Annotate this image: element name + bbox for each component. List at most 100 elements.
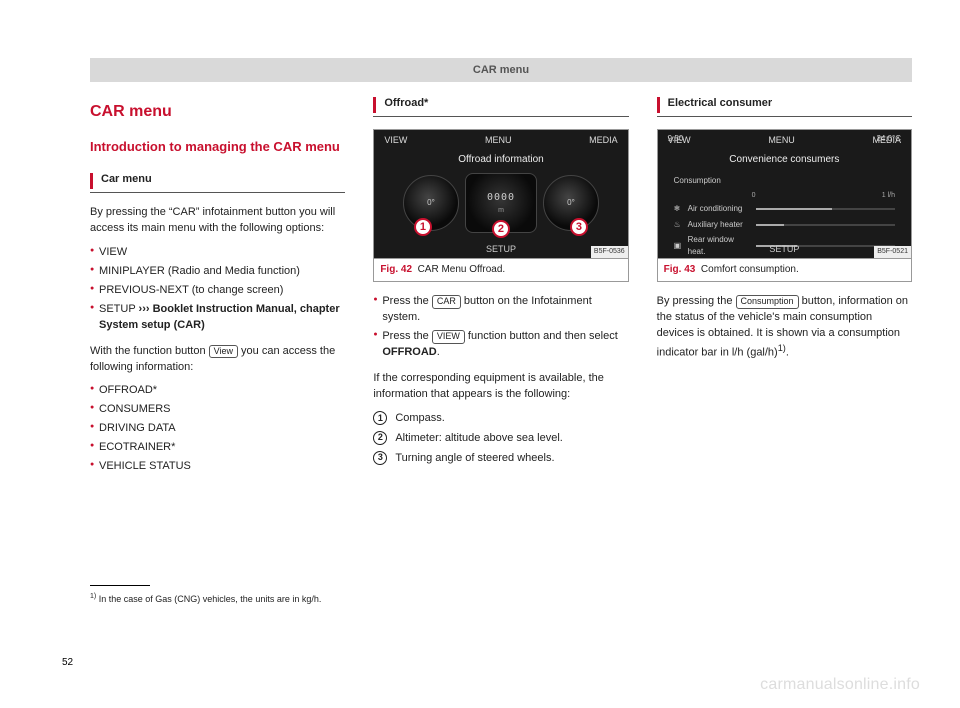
- consumer-row: ♨ Auxiliary heater: [674, 219, 895, 231]
- gauge-readout: 0°: [427, 198, 435, 210]
- column-1: CAR menu Introduction to managing the CA…: [90, 96, 345, 648]
- text: .: [437, 346, 440, 358]
- screen-tab-menu: MENU: [485, 134, 512, 147]
- snowflake-icon: ❄: [674, 203, 682, 215]
- row-label: Air conditioning: [688, 203, 750, 215]
- section-header-car-menu: Car menu: [90, 172, 345, 190]
- chevron-icon: ›››: [139, 303, 150, 315]
- text: Press the: [382, 295, 432, 307]
- numbered-item: 1 Compass.: [373, 411, 628, 427]
- figure-number: Fig. 42: [380, 264, 412, 275]
- scale-hi: 1 l/h: [882, 191, 895, 201]
- list-item: CONSUMERS: [90, 402, 345, 418]
- page-number: 52: [62, 657, 73, 668]
- header-band: CAR menu: [90, 58, 912, 82]
- list-item: PREVIOUS-NEXT (to change screen): [90, 283, 345, 299]
- breadcrumb: CAR menu: [473, 64, 529, 76]
- info-list: OFFROAD* CONSUMERS DRIVING DATA ECOTRAIN…: [90, 383, 345, 475]
- altimeter-unit: m: [498, 206, 504, 216]
- gauge-readout: 0°: [567, 198, 575, 210]
- section-rule: [373, 116, 628, 117]
- footnote-rule: [90, 585, 150, 586]
- view-sentence: With the function button View you can ac…: [90, 344, 345, 376]
- callout-3: 3: [570, 218, 588, 236]
- list-item: ECOTRAINER*: [90, 440, 345, 456]
- text: With the function button: [90, 345, 209, 357]
- item-number: 3: [373, 451, 387, 465]
- list-item: DRIVING DATA: [90, 421, 345, 437]
- steps-list: Press the CAR button on the Infotainment…: [373, 294, 628, 361]
- altimeter-digits: 0000: [487, 191, 515, 206]
- list-item: MINIPLAYER (Radio and Media function): [90, 264, 345, 280]
- item-number: 2: [373, 431, 387, 445]
- item-text: Turning angle of steered wheels.: [395, 451, 554, 467]
- screen-tab-menu: MENU: [768, 134, 795, 147]
- text: .: [786, 347, 789, 359]
- item-number: 1: [373, 411, 387, 425]
- screen-id: B5F-0536: [591, 246, 628, 258]
- figure-caption: Fig. 43 Comfort consumption.: [658, 258, 911, 282]
- bar-fill: [756, 224, 784, 226]
- figure-number: Fig. 43: [664, 264, 696, 275]
- section-title: Electrical consumer: [668, 96, 912, 114]
- consumer-row: ❄ Air conditioning: [674, 203, 895, 215]
- figure-42: VIEW MENU MEDIA Offroad information 0° 1…: [373, 129, 628, 283]
- figure-caption: Fig. 42 CAR Menu Offroad.: [374, 258, 627, 282]
- screen-title: Offroad information: [374, 153, 627, 168]
- text: By pressing the: [657, 295, 736, 307]
- list-item: VIEW: [90, 245, 345, 261]
- callout-1: 1: [414, 218, 432, 236]
- section-title: Car menu: [101, 172, 345, 190]
- screen-tab-media: MEDIA: [589, 134, 618, 147]
- item-text: Altimeter: altitude above sea level.: [395, 431, 563, 447]
- sub-heading: Introduction to managing the CAR menu: [90, 139, 345, 156]
- accent-bar: [90, 173, 93, 189]
- scale-lo: 0: [752, 191, 756, 201]
- list-item: OFFROAD*: [90, 383, 345, 399]
- row-label: Auxiliary heater: [688, 219, 750, 231]
- section-header-electrical: Electrical consumer: [657, 96, 912, 114]
- intro-text: By pressing the “CAR” infotainment butto…: [90, 205, 345, 237]
- consumer-screen: VIEW MENU MEDIA 9:50 24.0°C Convenience …: [658, 130, 911, 258]
- column-2: Offroad* VIEW MENU MEDIA Offroad informa…: [373, 96, 628, 648]
- bar-track: [756, 208, 895, 210]
- screen-temp: 24.0°C: [876, 133, 901, 145]
- section-title: Offroad*: [384, 96, 628, 114]
- screen-bottom-label: SETUP: [374, 243, 627, 256]
- figure-caption-text: CAR Menu Offroad.: [418, 264, 506, 275]
- row-label: Consumption: [674, 175, 746, 187]
- bar-track: [756, 224, 895, 226]
- screen-tab-view: VIEW: [384, 134, 407, 147]
- text: Press the: [382, 330, 432, 342]
- numbered-item: 3 Turning angle of steered wheels.: [373, 451, 628, 467]
- options-list: VIEW MINIPLAYER (Radio and Media functio…: [90, 245, 345, 334]
- numbered-item: 2 Altimeter: altitude above sea level.: [373, 431, 628, 447]
- scale-row: 0 1 l/h: [674, 191, 895, 201]
- watermark: carmanualsonline.info: [760, 676, 920, 694]
- view-button-label: View: [209, 345, 238, 359]
- screen-id: B5F-0521: [874, 246, 911, 258]
- footnote-text: In the case of Gas (CNG) vehicles, the u…: [99, 594, 322, 604]
- accent-bar: [657, 97, 660, 113]
- list-item: VEHICLE STATUS: [90, 459, 345, 475]
- column-3: Electrical consumer VIEW MENU MEDIA 9:50…: [657, 96, 912, 648]
- figure-43: VIEW MENU MEDIA 9:50 24.0°C Convenience …: [657, 129, 912, 283]
- screen-time: 9:50: [668, 133, 684, 145]
- callout-2: 2: [492, 220, 510, 238]
- screen-title: Convenience consumers: [658, 153, 911, 168]
- numbered-list: 1 Compass. 2 Altimeter: altitude above s…: [373, 411, 628, 467]
- main-heading: CAR menu: [90, 100, 345, 123]
- setup-prefix: SETUP: [99, 303, 139, 315]
- footnote: 1) In the case of Gas (CNG) vehicles, th…: [90, 592, 345, 606]
- footnote-marker: 1): [90, 593, 96, 600]
- consumption-paragraph: By pressing the Consumption button, info…: [657, 294, 912, 361]
- section-header-offroad: Offroad*: [373, 96, 628, 114]
- compass-gauge: 0° 1: [403, 175, 459, 231]
- item-text: Compass.: [395, 411, 445, 427]
- car-button-label: CAR: [432, 295, 461, 309]
- list-item: Press the CAR button on the Infotainment…: [373, 294, 628, 326]
- bar-fill: [756, 208, 833, 210]
- text: function button and then select: [465, 330, 618, 342]
- heater-icon: ♨: [674, 219, 682, 231]
- footnote-marker: 1): [778, 343, 786, 353]
